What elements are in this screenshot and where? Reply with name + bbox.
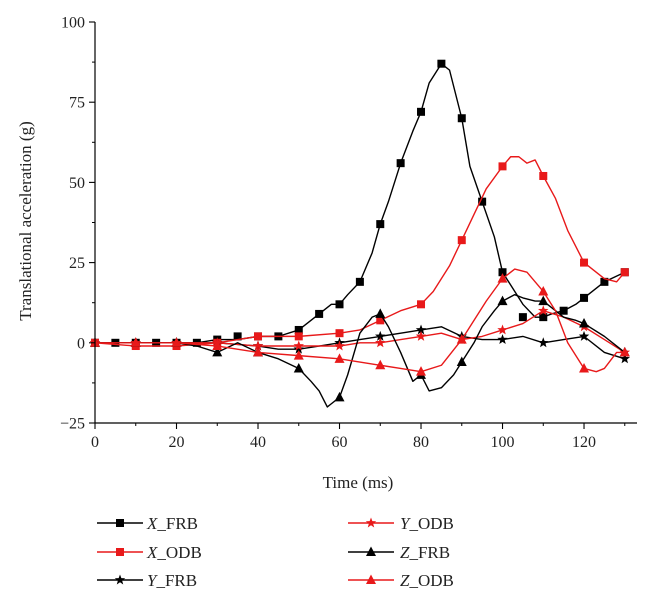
legend-marker xyxy=(115,575,125,585)
data-point-x-odb xyxy=(580,259,588,267)
legend-marker xyxy=(116,519,124,527)
data-point-x-odb xyxy=(621,268,629,276)
data-point-z-frb xyxy=(498,296,508,306)
legend-label: Y_ODB xyxy=(400,514,454,533)
data-point-z-odb xyxy=(579,363,589,373)
x-tick-label: 0 xyxy=(91,434,99,451)
legend-label: X_FRB xyxy=(146,514,198,533)
legend-label: X_ODB xyxy=(146,543,202,562)
y-tick-label: 100 xyxy=(61,15,85,32)
y-tick-label: 0 xyxy=(77,335,85,352)
legend-item-x-odb: X_ODB xyxy=(97,543,202,562)
data-point-y-odb xyxy=(497,324,507,334)
axes: −25 0 25 50 75 100 0 20 40 60 80 100 120 xyxy=(60,15,637,452)
data-point-z-frb xyxy=(375,308,385,318)
data-point-x-frb xyxy=(580,294,588,302)
legend-item-y-frb: Y_FRB xyxy=(97,571,197,590)
data-point-z-frb xyxy=(457,357,467,367)
data-point-y-frb xyxy=(497,334,507,344)
y-tick-label: 75 xyxy=(69,95,85,112)
data-point-x-frb xyxy=(437,60,445,68)
legend-marker xyxy=(366,518,376,528)
x-tick-label: 20 xyxy=(169,434,185,451)
data-point-x-frb xyxy=(458,114,466,122)
series-x-frb xyxy=(91,60,629,347)
legend-marker xyxy=(366,575,376,585)
plot-area xyxy=(90,60,630,407)
legend-label: Y_FRB xyxy=(147,571,197,590)
data-point-x-odb xyxy=(539,172,547,180)
series-z-frb xyxy=(90,295,630,407)
data-point-x-odb xyxy=(417,300,425,308)
series-x-odb xyxy=(91,157,629,350)
data-point-x-frb xyxy=(397,159,405,167)
data-point-y-odb xyxy=(416,331,426,341)
x-tick-label: 80 xyxy=(413,434,429,451)
x-tick-label: 120 xyxy=(572,434,596,451)
data-point-x-odb xyxy=(458,236,466,244)
legend-item-z-odb: Z_ODB xyxy=(348,571,454,590)
x-tick-label: 100 xyxy=(491,434,515,451)
data-point-y-frb xyxy=(538,337,548,347)
legend-label: Z_FRB xyxy=(400,543,450,562)
x-tick-label: 40 xyxy=(250,434,266,451)
data-point-z-frb xyxy=(294,363,304,373)
legend-item-z-frb: Z_FRB xyxy=(348,543,450,562)
data-point-x-frb xyxy=(315,310,323,318)
data-point-y-odb xyxy=(375,337,385,347)
x-axis-label: Time (ms) xyxy=(323,473,394,492)
y-tick-label: 25 xyxy=(69,255,85,272)
legend-item-x-frb: X_FRB xyxy=(97,514,198,533)
y-tick-label: 50 xyxy=(69,175,85,192)
data-point-x-frb xyxy=(336,300,344,308)
data-point-x-frb xyxy=(417,108,425,116)
legend-label: Z_ODB xyxy=(400,571,454,590)
data-point-x-odb xyxy=(254,332,262,340)
data-point-x-frb xyxy=(356,278,364,286)
data-point-z-frb xyxy=(335,392,345,402)
y-tick-label: −25 xyxy=(60,416,85,433)
legend-marker xyxy=(366,547,376,557)
x-tick-label: 60 xyxy=(332,434,348,451)
data-point-x-odb xyxy=(295,332,303,340)
data-point-x-odb xyxy=(336,329,344,337)
legend: X_FRB X_ODB Y_FRB Y_ODB Z_FRB Z_ODB xyxy=(97,514,454,590)
data-point-x-frb xyxy=(376,220,384,228)
legend-marker xyxy=(116,548,124,556)
series-y-odb xyxy=(90,305,630,357)
data-point-x-frb xyxy=(519,313,527,321)
data-point-x-frb xyxy=(560,307,568,315)
data-point-x-odb xyxy=(499,162,507,170)
y-axis-label: Translational acceleration (g) xyxy=(16,121,35,321)
legend-item-y-odb: Y_ODB xyxy=(348,514,454,533)
